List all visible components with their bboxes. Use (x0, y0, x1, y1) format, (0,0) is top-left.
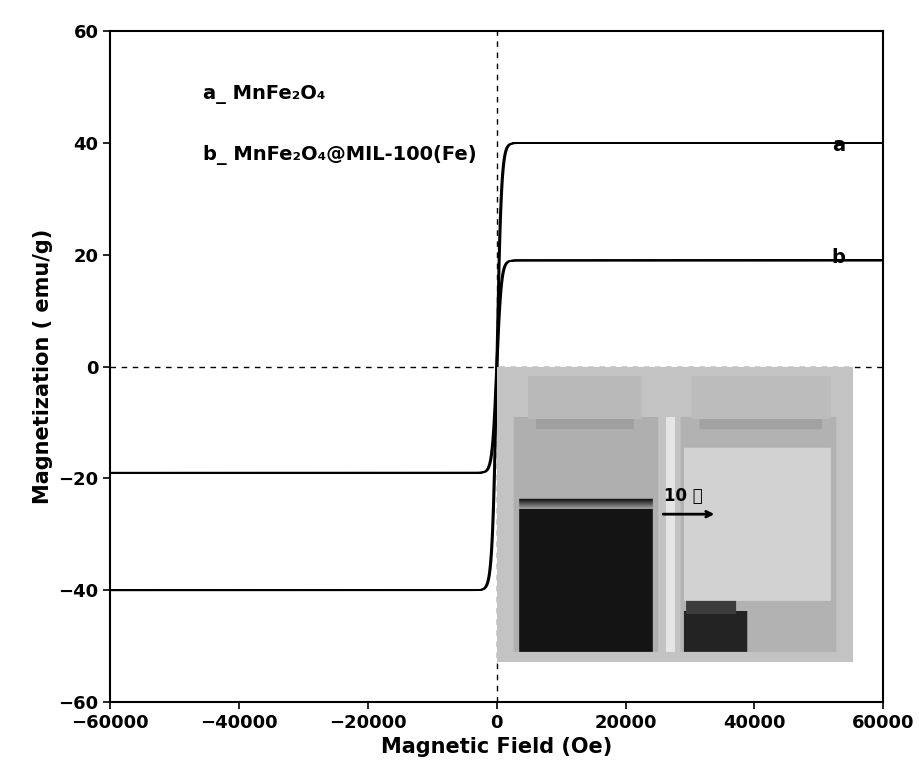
Text: a_ MnFe₂O₄: a_ MnFe₂O₄ (203, 85, 325, 104)
X-axis label: Magnetic Field (Oe): Magnetic Field (Oe) (380, 737, 612, 757)
Text: b: b (831, 248, 845, 267)
Y-axis label: Magnetization ( emu/g): Magnetization ( emu/g) (33, 229, 53, 504)
Text: b_ MnFe₂O₄@MIL-100(Fe): b_ MnFe₂O₄@MIL-100(Fe) (203, 145, 476, 165)
Text: a: a (831, 136, 844, 155)
